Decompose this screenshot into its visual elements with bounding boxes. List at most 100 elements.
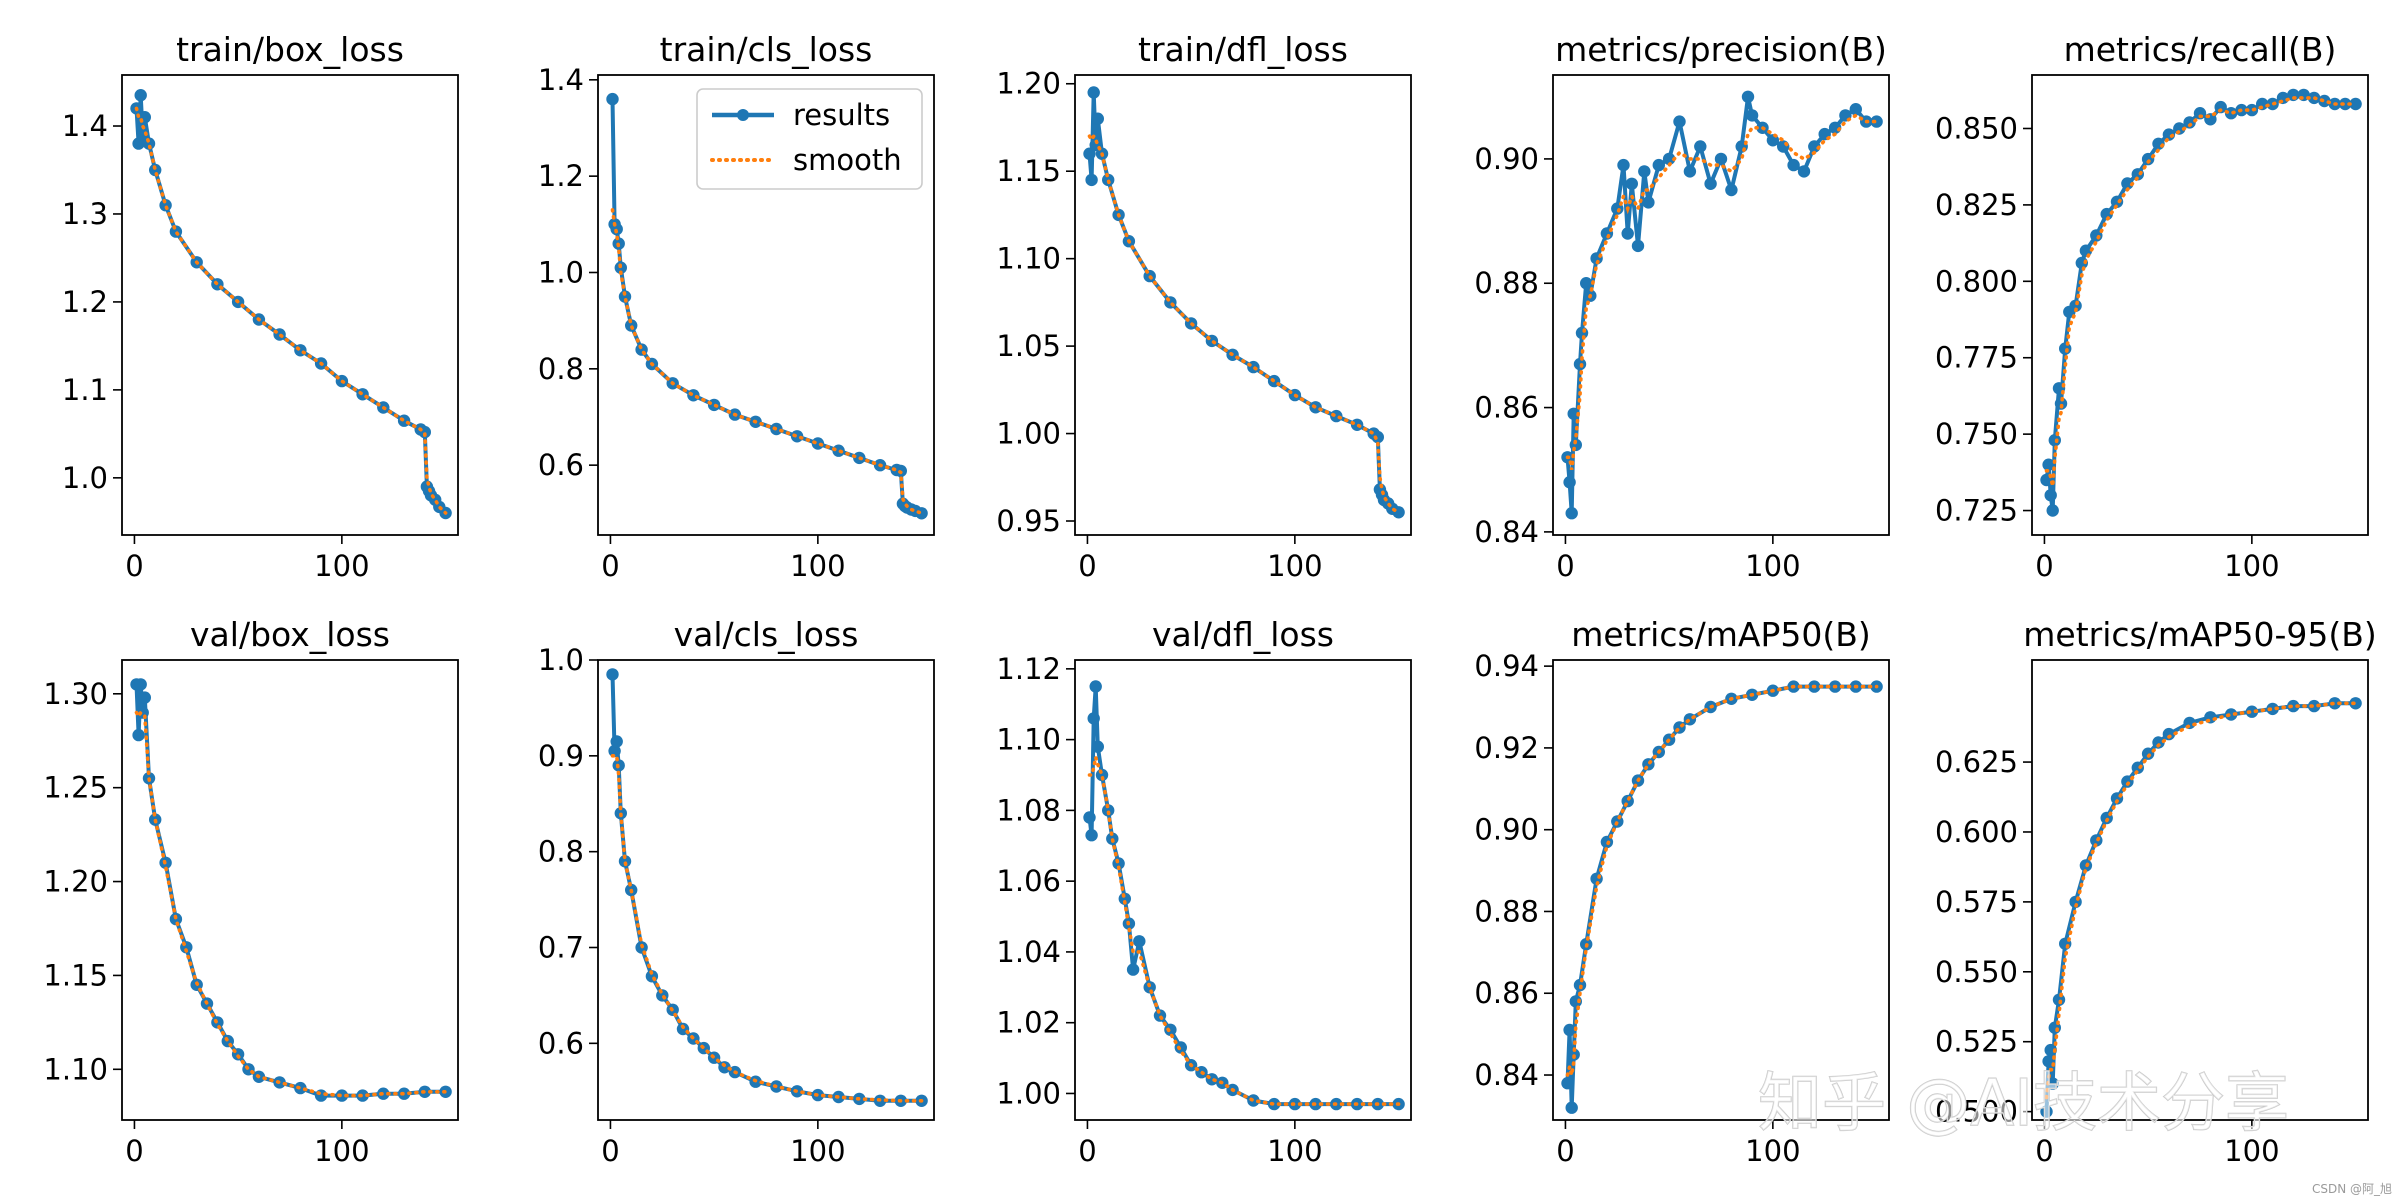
axes-frame — [597, 659, 935, 1121]
smooth-series-line — [1087, 756, 1401, 1106]
x-tick-label: 100 — [790, 549, 845, 583]
y-tick-label: 0.6 — [538, 448, 584, 482]
results-point — [1683, 165, 1697, 178]
y-tick-label: 0.9 — [538, 739, 584, 773]
y-tick-label: 0.525 — [1935, 1025, 2018, 1059]
plot-area — [606, 668, 928, 1108]
y-tick-label: 1.08 — [996, 793, 1061, 827]
x-tick-label: 0 — [1556, 1134, 1574, 1168]
subplot-title: train/cls_loss — [660, 30, 873, 69]
y-tick-label: 1.00 — [996, 417, 1061, 451]
results-point — [832, 444, 845, 457]
results-point — [2224, 708, 2238, 721]
y-tick-label: 1.30 — [43, 677, 108, 711]
y-tick-label: 1.12 — [996, 652, 1061, 686]
results-series-line — [134, 93, 447, 515]
results-point — [1673, 115, 1686, 128]
x-tick-label: 100 — [2224, 1134, 2279, 1168]
results-point — [335, 1089, 349, 1102]
y-tick-label: 0.7 — [538, 931, 584, 965]
y-tick-label: 1.06 — [996, 864, 1061, 898]
results-point — [2044, 1043, 2057, 1057]
x-tick-label: 0 — [125, 549, 143, 583]
results-point — [1118, 892, 1132, 905]
axes-frame — [1552, 659, 1890, 1121]
results-series-line — [1087, 684, 1399, 1107]
x-tick-label: 100 — [1745, 1134, 1800, 1168]
results-point — [2052, 993, 2066, 1006]
results-point — [1745, 109, 1759, 122]
results-series-line — [2044, 92, 2356, 513]
results-point — [1621, 227, 1634, 240]
plot-area — [1083, 86, 1405, 519]
results-point — [134, 89, 147, 102]
results-point — [1089, 680, 1102, 693]
results-point — [1797, 165, 1811, 178]
x-tick-label: 0 — [601, 1134, 619, 1168]
y-tick-label: 1.10 — [43, 1052, 108, 1086]
results-point — [1563, 476, 1576, 489]
results-point — [149, 163, 162, 177]
y-tick-label: 0.600 — [1935, 815, 2018, 849]
subplot-title: metrics/recall(B) — [2064, 30, 2337, 69]
results-point — [132, 728, 145, 742]
results-point — [134, 678, 147, 691]
plot-area — [1561, 90, 1883, 520]
results-point — [138, 691, 151, 704]
results-point — [1164, 1023, 1177, 1036]
y-tick-label: 0.84 — [1474, 515, 1539, 549]
y-tick-label: 0.800 — [1935, 264, 2018, 298]
subplot-title: metrics/mAP50-95(B) — [2023, 615, 2376, 654]
results-point — [1625, 177, 1639, 190]
results-point — [2042, 458, 2055, 471]
smooth-series-line — [1087, 132, 1401, 515]
y-tick-label: 0.95 — [996, 504, 1061, 538]
results-point — [606, 92, 619, 106]
results-point — [1662, 152, 1676, 166]
y-tick-label: 0.88 — [1474, 266, 1539, 300]
results-point — [1087, 86, 1100, 99]
subplot-1: train/box_loss 1.0 1.1 1.2 1.3 1.4 0 100 — [62, 30, 459, 583]
results-point — [1087, 712, 1100, 725]
results-point — [1870, 115, 1883, 128]
subplot-2: train/cls_loss 0.6 0.8 1.0 1.2 1.4 0 100 — [538, 30, 935, 583]
x-tick-label: 100 — [314, 1134, 369, 1168]
results-point — [2307, 699, 2321, 713]
subplot-title: train/box_loss — [176, 30, 404, 69]
plot-area — [606, 92, 928, 520]
subplot-title: val/cls_loss — [674, 615, 859, 654]
y-tick-label: 0.850 — [1935, 111, 2018, 145]
plot-area — [2040, 88, 2362, 517]
results-point — [1704, 177, 1717, 190]
results-point — [1725, 183, 1738, 197]
x-tick-label: 0 — [1556, 549, 1574, 583]
subplot-title: train/dfl_loss — [1138, 30, 1348, 69]
y-tick-label: 0.8 — [538, 352, 584, 386]
legend: results smooth — [696, 88, 923, 190]
y-tick-label: 1.0 — [538, 255, 584, 289]
results-point — [1638, 165, 1651, 178]
x-tick-label: 0 — [2035, 1134, 2053, 1168]
smooth-series-line — [2044, 96, 2358, 487]
x-tick-label: 100 — [314, 549, 369, 583]
y-tick-label: 1.15 — [996, 154, 1061, 188]
results-point — [1631, 239, 1645, 253]
y-tick-label: 0.92 — [1474, 731, 1539, 765]
subplot-4: metrics/precision(B) 0.84 0.86 0.88 0.90 0 100 — [1474, 30, 1890, 583]
y-tick-label: 0.625 — [1935, 745, 2018, 779]
y-tick-label: 0.94 — [1474, 649, 1539, 683]
axes-frame — [2031, 74, 2369, 536]
y-tick-label: 0.90 — [1474, 142, 1539, 176]
results-point — [1143, 981, 1156, 994]
results-point — [1849, 103, 1863, 116]
subplot-title: metrics/mAP50(B) — [1571, 615, 1871, 654]
results-point — [608, 744, 621, 758]
results-series-line — [1565, 684, 1877, 1110]
subplot-9: metrics/mAP50(B) 0.84 0.86 0.88 0.90 0.92 0.94… — [1474, 615, 1890, 1168]
results-point — [1683, 713, 1697, 726]
y-tick-label: 0.750 — [1935, 417, 2018, 451]
plot-area — [130, 678, 452, 1102]
results-point — [2224, 107, 2238, 120]
subplot-7: val/cls_loss 0.6 0.7 0.8 0.9 1.0 0 100 — [538, 615, 935, 1168]
results-point — [915, 507, 928, 520]
